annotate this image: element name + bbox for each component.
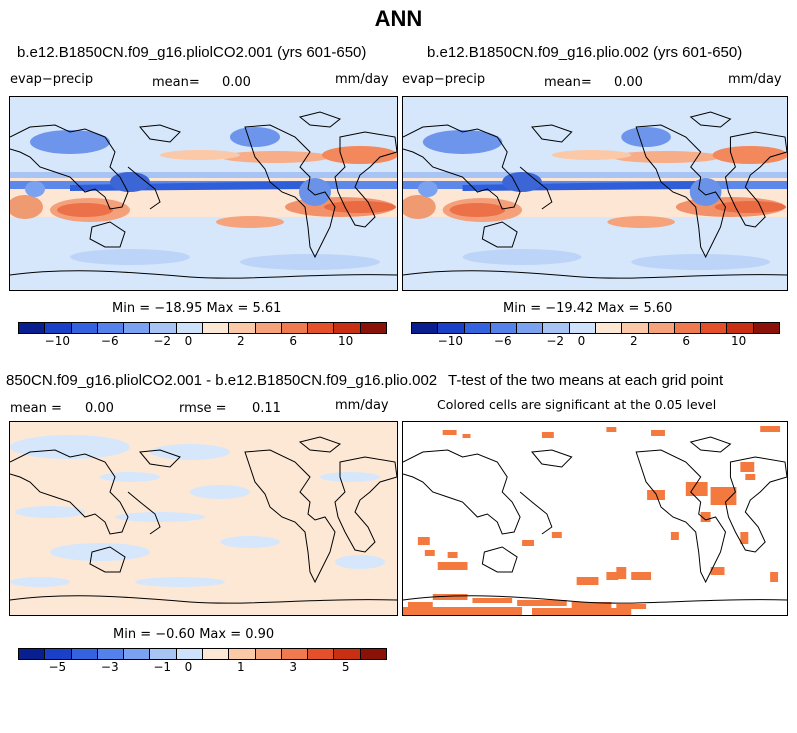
colorbar-swatch: [753, 323, 779, 333]
colorbar-tick-label: 10: [338, 334, 354, 348]
colorbar-swatch: [202, 323, 230, 333]
colorbar-tick-label: 0: [184, 660, 193, 674]
colorbar-swatch: [622, 323, 649, 333]
colorbar-tick-label: 2: [629, 334, 638, 348]
colorbar-swatch: [150, 649, 177, 659]
colorbar-tick-label: 5: [341, 660, 350, 674]
panel3-case-title: 850CN.f09_g16.pliolCO2.001 - b.e12.B1850…: [6, 372, 438, 389]
panel3-min-max: Min = −0.60 Max = 0.90: [113, 627, 275, 642]
colorbar-swatch: [255, 323, 282, 333]
colorbar-swatch: [360, 649, 386, 659]
colorbar-tick-label: −2: [153, 334, 172, 348]
colorbar-swatch: [202, 649, 230, 659]
panel2-min-max: Min = −19.42 Max = 5.60: [503, 301, 673, 316]
colorbar-tick-label: −1: [153, 660, 172, 674]
colorbar-tick-label: −10: [44, 334, 70, 348]
colorbar-swatch: [543, 323, 570, 333]
colorbar-tick-label: 0: [184, 334, 193, 348]
colorbar-swatch: [71, 649, 98, 659]
panel1-units: mm/day: [335, 72, 389, 87]
panel1-mean-label: mean=: [152, 75, 200, 90]
colorbar-swatch: [334, 323, 361, 333]
colorbar-swatch: [308, 323, 335, 333]
colorbar-swatch: [19, 323, 46, 333]
colorbar-swatch: [255, 649, 282, 659]
colorbar-tick-label: −6: [493, 334, 512, 348]
panel4-map: [402, 421, 788, 616]
colorbar-tick-label: −10: [437, 334, 463, 348]
panel2-mean-value: 0.00: [614, 75, 643, 90]
colorbar-tick-label: 0: [577, 334, 586, 348]
figure-title: ANN: [374, 6, 423, 31]
panel1-case-title: b.e12.B1850CN.f09_g16.pliolCO2.001 (yrs …: [17, 44, 367, 61]
colorbar-swatch: [229, 649, 256, 659]
panel3-mean-value: 0.00: [85, 401, 114, 416]
colorbar-swatch: [281, 323, 309, 333]
panel3-rmse-value: 0.11: [252, 401, 281, 416]
colorbar-swatch: [97, 323, 125, 333]
colorbar-swatch: [334, 649, 361, 659]
panel3-colorbar: [18, 648, 387, 660]
colorbar-swatch: [701, 323, 728, 333]
panel3-units: mm/day: [335, 398, 389, 413]
panel3-map: [9, 421, 398, 616]
colorbar-swatch: [281, 649, 309, 659]
panel2-map: [402, 96, 788, 291]
colorbar-swatch: [464, 323, 491, 333]
colorbar-tick-label: 1: [236, 660, 245, 674]
colorbar-tick-label: 6: [289, 334, 298, 348]
colorbar-swatch: [97, 649, 125, 659]
colorbar-swatch: [490, 323, 518, 333]
colorbar-tick-label: −5: [48, 660, 67, 674]
panel1-min-max: Min = −18.95 Max = 5.61: [112, 301, 282, 316]
colorbar-tick-label: 10: [731, 334, 747, 348]
colorbar-swatch: [648, 323, 675, 333]
colorbar-tick-label: 6: [682, 334, 691, 348]
colorbar-swatch: [674, 323, 702, 333]
colorbar-swatch: [124, 649, 151, 659]
colorbar-swatch: [229, 323, 256, 333]
panel2-case-title: b.e12.B1850CN.f09_g16.plio.002 (yrs 601-…: [427, 44, 743, 61]
colorbar-swatch: [360, 323, 386, 333]
colorbar-swatch: [569, 323, 596, 333]
panel4-title: T-test of the two means at each grid poi…: [448, 372, 724, 389]
colorbar-tick-label: 2: [236, 334, 245, 348]
colorbar-tick-label: −3: [100, 660, 119, 674]
colorbar-tick-label: 3: [289, 660, 298, 674]
colorbar-swatch: [727, 323, 754, 333]
panel1-map: [9, 96, 398, 291]
panel2-mean-label: mean=: [544, 75, 592, 90]
colorbar-tick-label: −6: [100, 334, 119, 348]
colorbar-swatch: [45, 649, 72, 659]
colorbar-swatch: [308, 649, 335, 659]
panel1-mean-value: 0.00: [222, 75, 251, 90]
colorbar-swatch: [176, 649, 203, 659]
panel2-colorbar: [411, 322, 780, 334]
panel1-variable-label: evap−precip: [10, 72, 94, 87]
colorbar-tick-label: −2: [546, 334, 565, 348]
colorbar-swatch: [438, 323, 465, 333]
colorbar-swatch: [19, 649, 46, 659]
colorbar-swatch: [45, 323, 72, 333]
colorbar-swatch: [71, 323, 98, 333]
colorbar-swatch: [124, 323, 151, 333]
panel2-variable-label: evap−precip: [402, 72, 486, 87]
panel3-mean-label: mean =: [10, 401, 62, 416]
colorbar-swatch: [595, 323, 623, 333]
colorbar-swatch: [412, 323, 439, 333]
panel1-colorbar: [18, 322, 387, 334]
colorbar-swatch: [517, 323, 544, 333]
colorbar-swatch: [176, 323, 203, 333]
panel2-units: mm/day: [728, 72, 782, 87]
panel3-rmse-label: rmse =: [179, 401, 227, 416]
colorbar-swatch: [150, 323, 177, 333]
panel4-note: Colored cells are significant at the 0.0…: [437, 397, 717, 412]
